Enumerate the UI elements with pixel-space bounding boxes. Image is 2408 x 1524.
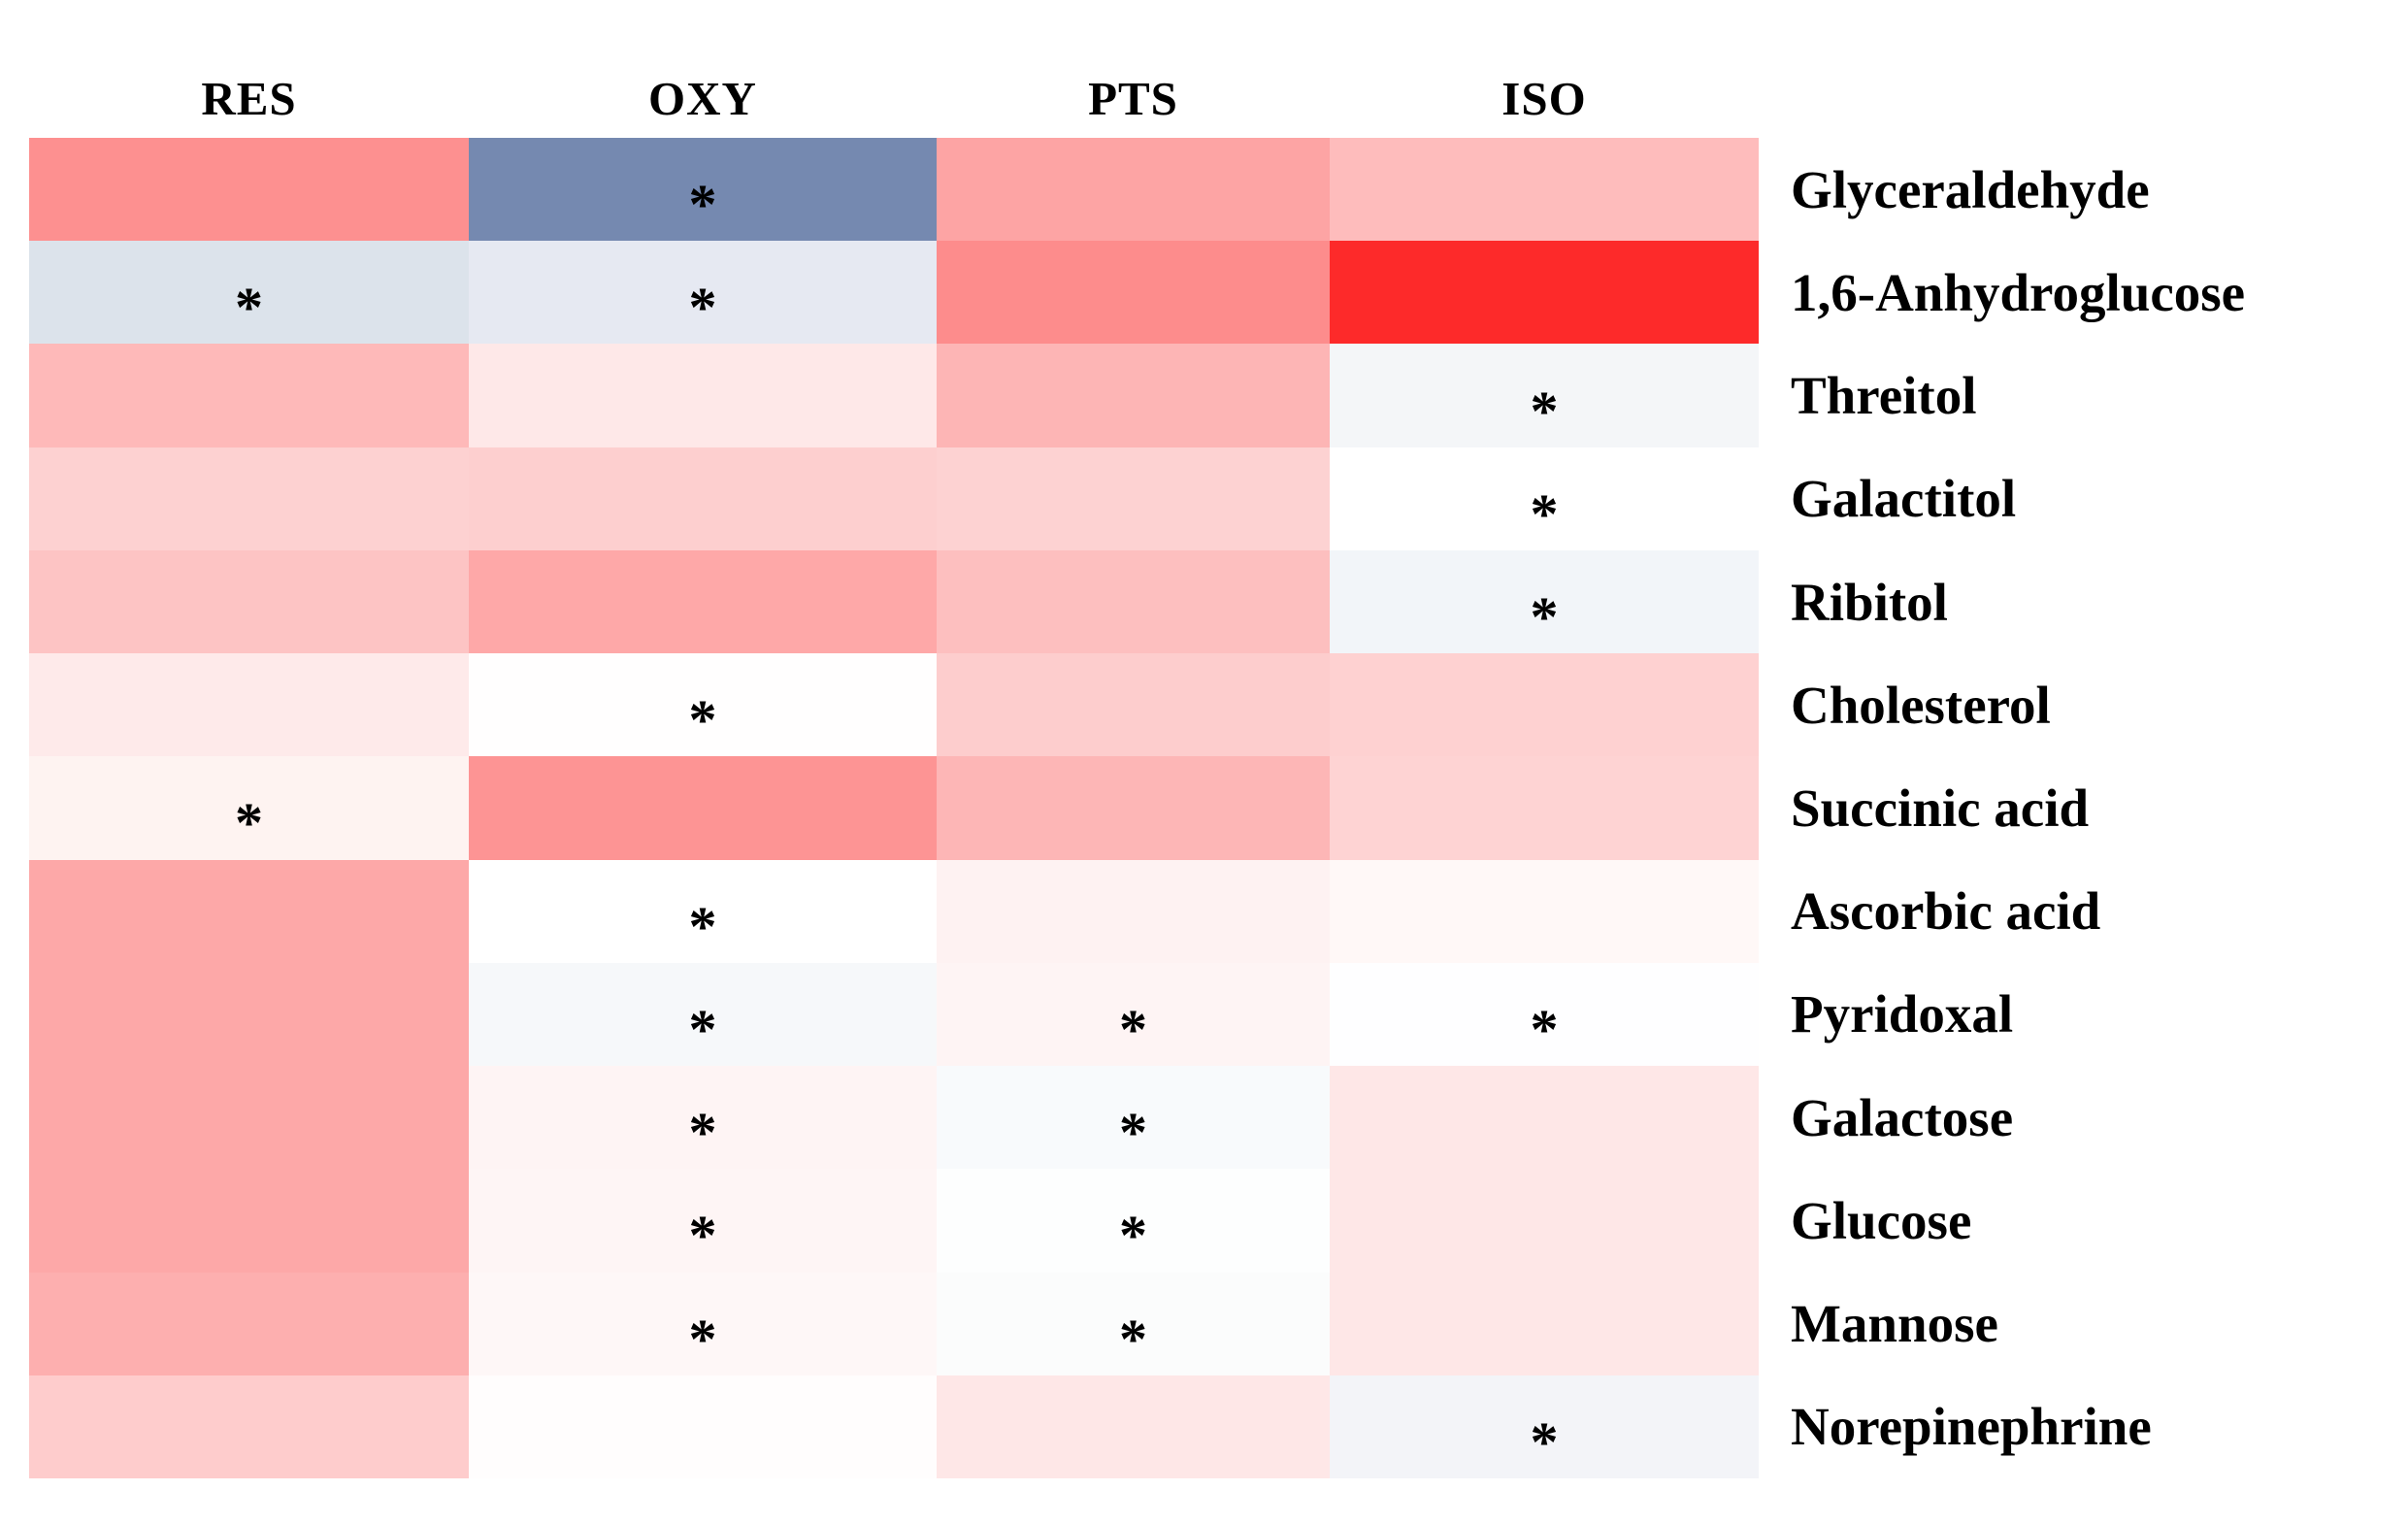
heatmap-cell [29, 447, 469, 550]
significance-asterisk: * [1119, 1307, 1147, 1371]
heatmap-cell [1330, 1066, 1759, 1170]
column-header-pts: PTS [1088, 72, 1178, 125]
heatmap-cell [469, 549, 937, 654]
heatmap-cell [937, 447, 1330, 550]
heatmap-cell [937, 344, 1330, 447]
significance-asterisk: * [688, 894, 717, 958]
heatmap-cell: * [1330, 344, 1759, 447]
column-header-oxy: OXY [648, 72, 757, 125]
heatmap-cell [29, 962, 469, 1067]
heatmap-cell [937, 241, 1330, 345]
heatmap-cell [469, 447, 937, 550]
heatmap-cell [1330, 859, 1759, 963]
significance-asterisk: * [688, 998, 717, 1062]
heatmap-cell [1330, 138, 1759, 242]
significance-asterisk: * [1530, 585, 1559, 649]
heatmap-cell: * [1330, 962, 1759, 1067]
heatmap-cell: * [937, 962, 1330, 1067]
heatmap-cell [29, 1272, 469, 1375]
row-label: Galactitol [1791, 469, 2017, 529]
row-label: Galactose [1791, 1087, 2014, 1147]
heatmap-cell: * [1330, 447, 1759, 550]
row-label: 1,6-Anhydroglucose [1791, 262, 2246, 322]
significance-asterisk: * [1530, 379, 1559, 443]
row-label: Pyridoxal [1791, 984, 2014, 1044]
significance-asterisk: * [1119, 998, 1147, 1062]
heatmap-cell: * [29, 241, 469, 345]
heatmap-cell [937, 756, 1330, 860]
row-label: Threitol [1791, 366, 1977, 426]
significance-asterisk: * [1119, 1101, 1147, 1165]
significance-asterisk: * [1530, 1410, 1559, 1474]
heatmap-grid: * * * * * * * * * * * * * * * * * * * [29, 138, 1759, 1478]
heatmap-cell [937, 549, 1330, 654]
heatmap-cell: * [469, 962, 937, 1067]
row-label: Ribitol [1791, 572, 1948, 632]
heatmap-cell: * [469, 859, 937, 963]
significance-asterisk: * [688, 688, 717, 752]
heatmap-cell [937, 653, 1330, 757]
heatmap-cell [1330, 653, 1759, 757]
heatmap-cell [469, 344, 937, 447]
heatmap-cell: * [937, 1272, 1330, 1375]
row-label: Mannose [1791, 1294, 1998, 1354]
heatmap-cell: * [937, 1066, 1330, 1170]
heatmap-cell: * [937, 1169, 1330, 1273]
heatmap-cell [1330, 1272, 1759, 1375]
significance-asterisk: * [1530, 482, 1559, 547]
heatmap-cell: * [469, 241, 937, 345]
heatmap-cell [29, 1375, 469, 1478]
heatmap-cell: * [1330, 1375, 1759, 1478]
heatmap-cell: * [469, 1066, 937, 1170]
heatmap-cell [937, 859, 1330, 963]
significance-asterisk: * [1530, 998, 1559, 1062]
heatmap-cell [29, 653, 469, 757]
significance-asterisk: * [688, 1307, 717, 1371]
heatmap-cell: * [29, 756, 469, 860]
heatmap-cell [469, 1375, 937, 1478]
row-label: Ascorbic acid [1791, 881, 2101, 942]
heatmap-cell [1330, 1169, 1759, 1273]
heatmap-cell: * [469, 653, 937, 757]
heatmap-cell: * [469, 1169, 937, 1273]
column-headers: RES OXY PTS ISO [29, 0, 1759, 134]
heatmap-cell [29, 138, 469, 242]
heatmap-cell [29, 859, 469, 963]
row-label: Norepinephrine [1791, 1397, 2152, 1457]
row-label: Succinic acid [1791, 778, 2090, 838]
significance-asterisk: * [688, 276, 717, 340]
significance-asterisk: * [235, 791, 263, 855]
significance-asterisk: * [688, 173, 717, 237]
heatmap-cell [29, 1066, 469, 1170]
significance-asterisk: * [688, 1101, 717, 1165]
significance-asterisk: * [688, 1204, 717, 1268]
significance-asterisk: * [1119, 1204, 1147, 1268]
heatmap-cell: * [469, 138, 937, 242]
row-labels: Glyceraldehyde 1,6-Anhydroglucose Threitol… [1791, 138, 2402, 1478]
heatmap-cell [29, 1169, 469, 1273]
heatmap-cell [469, 756, 937, 860]
row-label: Glucose [1791, 1190, 1972, 1250]
row-label: Glyceraldehyde [1791, 159, 2150, 219]
heatmap-cell [937, 138, 1330, 242]
column-header-iso: ISO [1501, 72, 1587, 125]
significance-asterisk: * [235, 276, 263, 340]
heatmap-cell [29, 549, 469, 654]
column-header-res: RES [201, 72, 297, 125]
row-label: Cholesterol [1791, 675, 2051, 735]
heatmap-cell [937, 1375, 1330, 1478]
heatmap-cell [1330, 756, 1759, 860]
heatmap-cell: * [1330, 549, 1759, 654]
heatmap-cell [1330, 241, 1759, 345]
heatmap-cell [29, 344, 469, 447]
heatmap-cell: * [469, 1272, 937, 1375]
